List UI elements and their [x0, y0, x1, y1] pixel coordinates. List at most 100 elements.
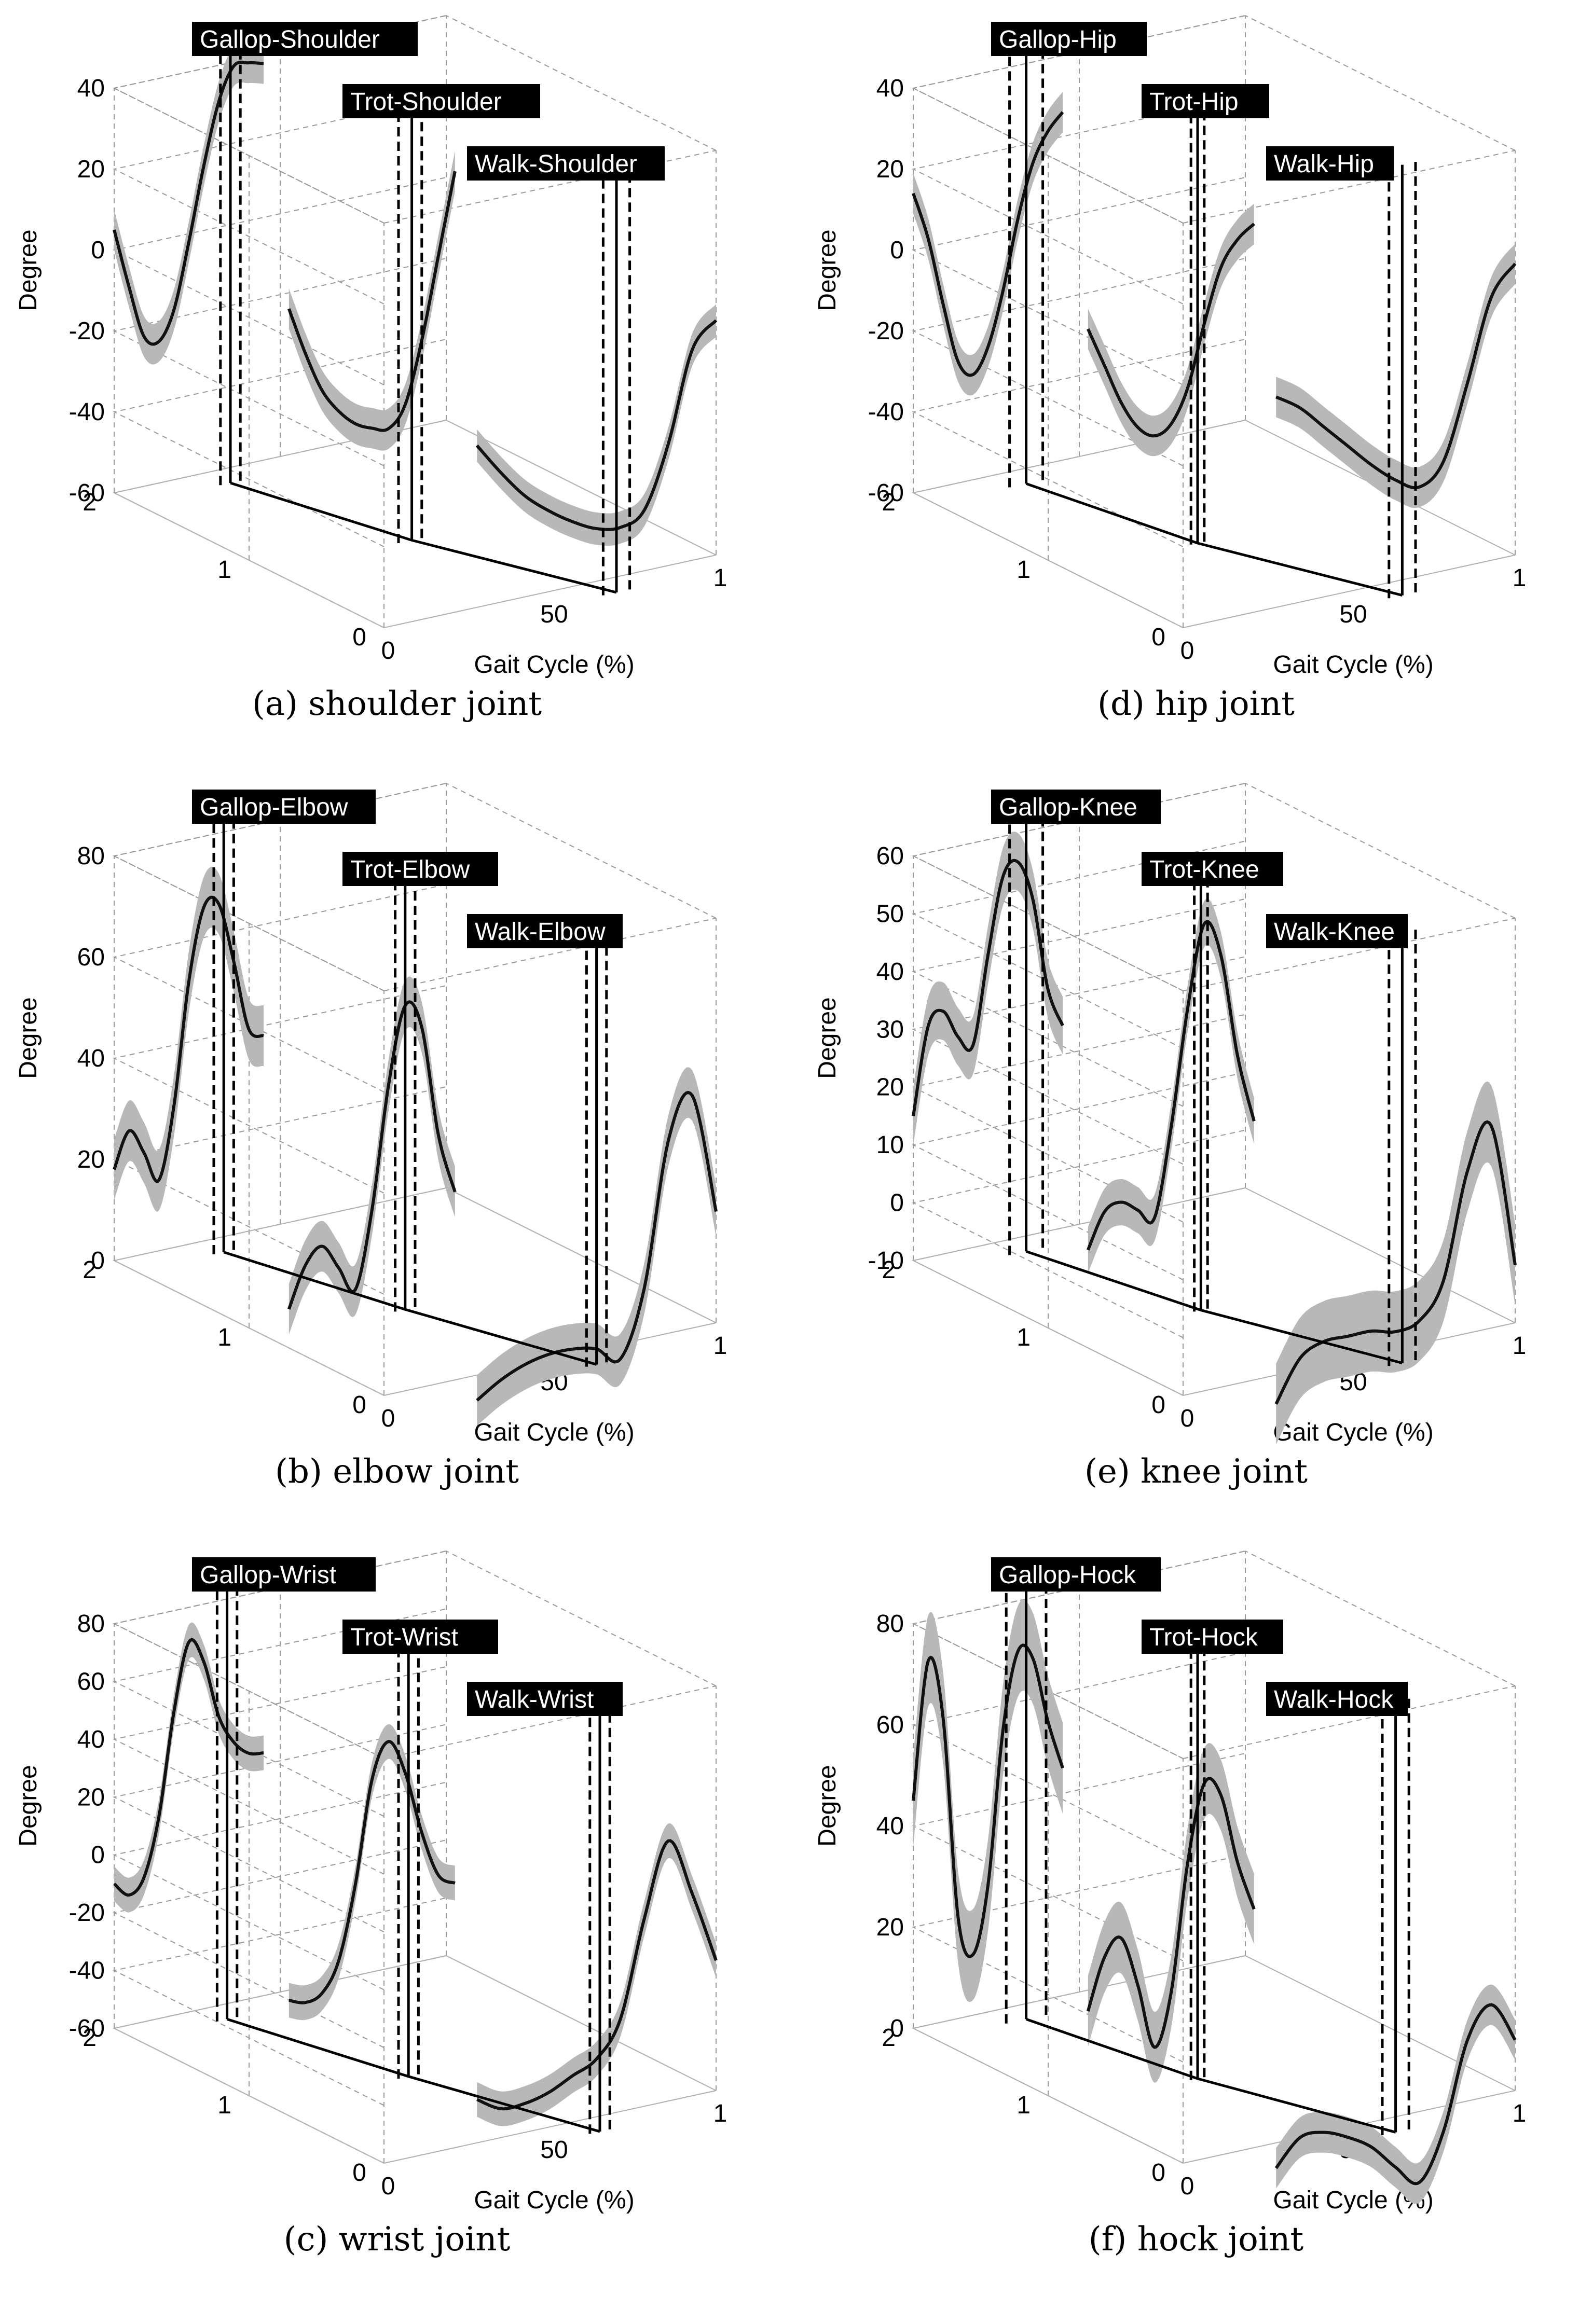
y-tick-label-knee: -10 — [868, 1247, 904, 1275]
y-gridline-knee — [912, 956, 1246, 1165]
y-tick-label-wrist: 60 — [77, 1668, 105, 1695]
x-tick-label-elbow: 0 — [381, 1405, 395, 1432]
y-tick-label-knee: 20 — [876, 1074, 904, 1101]
caption-knee: (e) knee joint — [1084, 1453, 1308, 1491]
mean-line-walk-hip — [1275, 262, 1517, 490]
y-tick-label-shoulder: -20 — [69, 317, 105, 345]
y-gridline-wrist — [113, 1897, 447, 2106]
series-tag-walk-hip: Walk-Hip — [1274, 150, 1374, 178]
y-axis-label-knee: Degree — [814, 997, 841, 1078]
y-axis-label-shoulder: Degree — [15, 229, 42, 311]
phase-baseline-shoulder — [230, 481, 617, 594]
series-tag-box-gallop-shoulder — [192, 22, 418, 56]
y-tick-label-hip: 20 — [876, 156, 904, 183]
series-gallop-elbow — [113, 819, 264, 1254]
x-axis-label-elbow: Gait Cycle (%) — [474, 1419, 634, 1446]
mean-line-gallop-knee — [912, 859, 1064, 1116]
y-tick-label-hock: 40 — [876, 1813, 904, 1840]
y-gridline-wrist — [113, 1724, 447, 1933]
panel-shoulder: -60 -40 -20 0 20 40 Degree 0 1 2 0 50 1 Gait Cycle (%… — [15, 15, 773, 752]
series-tag-box-gallop-hip — [991, 22, 1147, 56]
box-edge-wrist — [383, 1685, 717, 1759]
y-tick-label-knee: 30 — [876, 1016, 904, 1043]
depth-tick-label-shoulder: 0 — [352, 624, 366, 651]
y-tick-label-wrist: 40 — [77, 1726, 105, 1753]
series-tag-box-walk-knee — [1266, 914, 1408, 948]
x-tick-label-hock: 0 — [1180, 2173, 1194, 2200]
box-edge-shoulder — [446, 15, 717, 151]
mean-line-walk-hock — [1274, 2003, 1517, 2185]
y-tick-label-hip: 0 — [890, 237, 904, 264]
series-tag-box-walk-wrist — [467, 1682, 623, 1716]
mean-line-trot-elbow — [287, 1000, 457, 1310]
floor-edge-shoulder — [446, 420, 717, 556]
floor-edge-wrist — [114, 2028, 384, 2164]
y-gridline-knee — [912, 898, 1246, 1107]
series-tag-trot-elbow: Trot-Elbow — [350, 856, 470, 883]
series-trot-elbow — [287, 877, 457, 1335]
y-gridline-wrist — [113, 1551, 447, 1759]
x-tick-label-shoulder: 0 — [381, 637, 395, 665]
y-gridline-wrist — [113, 1781, 447, 1990]
depth-tick-label-hip: 1 — [1017, 556, 1031, 584]
y-gridline-hip — [912, 15, 1246, 224]
sd-band-trot-hock — [1088, 1743, 1254, 2083]
series-gallop-shoulder — [113, 42, 264, 486]
y-gridline-wrist — [113, 1608, 447, 1817]
y-gridline-elbow — [113, 884, 447, 1092]
series-walk-hock — [1274, 1698, 1517, 2204]
mean-line-trot-hock — [1086, 1777, 1256, 2049]
floor-edge-shoulder — [114, 492, 384, 628]
y-tick-label-hock: 60 — [876, 1711, 904, 1739]
mean-line-trot-knee — [1087, 920, 1256, 1251]
x-tick-label-elbow: 1 — [713, 1332, 727, 1360]
x-axis-label-knee: Gait Cycle (%) — [1273, 1419, 1433, 1446]
caption-shoulder: (a) shoulder joint — [252, 685, 542, 723]
series-trot-wrist — [289, 1643, 456, 2079]
phase-baseline-hip — [1025, 482, 1403, 597]
y-gridline-hock — [912, 1854, 1246, 2063]
y-tick-label-shoulder: 20 — [77, 156, 105, 183]
mean-line-trot-shoulder — [287, 171, 457, 432]
y-tick-label-elbow: 80 — [77, 842, 105, 870]
floor-edge-hip — [1183, 555, 1516, 628]
series-tag-box-gallop-knee — [991, 790, 1161, 824]
y-tick-label-hock: 0 — [890, 2015, 904, 2042]
y-tick-label-wrist: -60 — [69, 2015, 105, 2042]
series-tag-walk-knee: Walk-Knee — [1274, 918, 1395, 946]
y-tick-label-shoulder: -40 — [69, 398, 105, 426]
series-trot-knee — [1087, 878, 1256, 1312]
sd-band-gallop-elbow — [114, 867, 264, 1212]
series-tag-trot-hock: Trot-Hock — [1149, 1624, 1258, 1651]
series-tag-box-trot-elbow — [342, 852, 498, 886]
series-tag-walk-wrist: Walk-Wrist — [475, 1686, 594, 1713]
y-tick-label-knee: 10 — [876, 1131, 904, 1159]
sd-band-walk-elbow — [477, 1067, 716, 1426]
x-tick-label-knee: 0 — [1180, 1405, 1194, 1432]
y-gridline-knee — [912, 783, 1246, 991]
x-tick-label-shoulder: 1 — [713, 564, 727, 592]
caption-wrist: (c) wrist joint — [283, 2220, 511, 2259]
depth-tick-label-elbow: 0 — [352, 1391, 366, 1419]
y-gridline-hip — [912, 96, 1246, 305]
box-edge-elbow — [446, 783, 717, 919]
series-tag-box-gallop-wrist — [192, 1557, 376, 1592]
series-walk-elbow — [476, 932, 718, 1426]
panel-knee: -10 0 10 20 30 40 50 60 Degree 0 1 2 0 50 1 Gait Cycle … — [814, 783, 1572, 1520]
series-tag-gallop-hip: Gallop-Hip — [999, 26, 1117, 53]
sd-band-gallop-wrist — [114, 1622, 264, 1913]
series-walk-shoulder — [475, 159, 718, 596]
x-tick-label-shoulder: 50 — [540, 601, 568, 628]
floor-edge-hock — [913, 2028, 1184, 2164]
box-edge-hock — [1245, 1551, 1516, 1686]
sd-band-walk-hock — [1276, 1984, 1515, 2204]
y-tick-label-knee: 40 — [876, 958, 904, 986]
depth-tick-label-knee: 2 — [882, 1256, 896, 1284]
y-tick-label-elbow: 0 — [91, 1247, 105, 1275]
y-gridline-hock — [912, 1551, 1246, 1759]
box-edge-hip — [1183, 150, 1516, 224]
y-gridline-elbow — [113, 985, 447, 1194]
series-tag-gallop-hock: Gallop-Hock — [999, 1561, 1136, 1589]
